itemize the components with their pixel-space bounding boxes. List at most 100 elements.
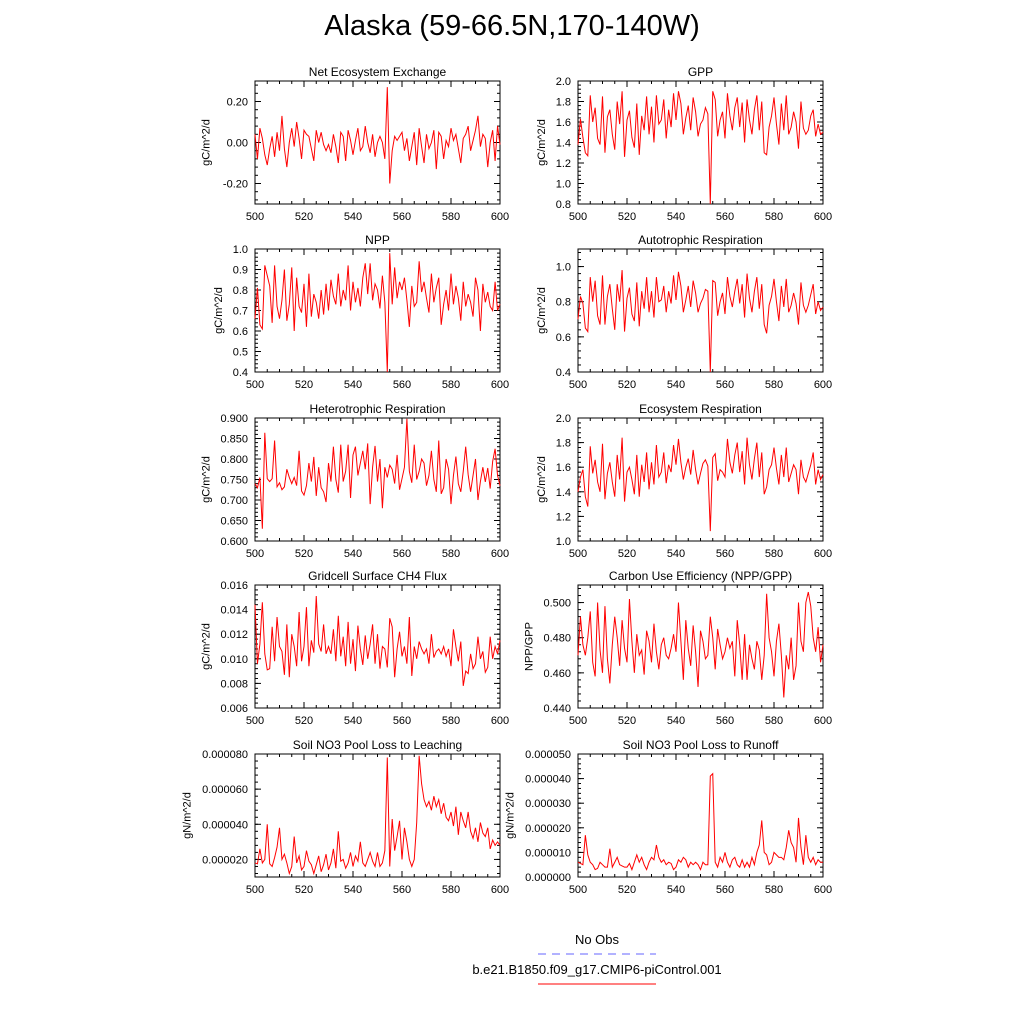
panel-title: Soil NO3 Pool Loss to Runoff — [623, 738, 780, 752]
x-tick-label: 580 — [765, 211, 783, 223]
y-axis-label: gC/m^2/d — [536, 287, 548, 334]
x-tick-label: 560 — [716, 548, 734, 560]
plot-frame — [577, 248, 824, 373]
x-tick-label: 500 — [569, 211, 587, 223]
panel-title: NPP — [365, 233, 390, 247]
y-axis-label: gC/m^2/d — [201, 456, 213, 503]
y-axis-label: gN/m^2/d — [182, 792, 194, 839]
x-tick-label: 520 — [295, 884, 313, 896]
x-tick-label: 500 — [246, 715, 264, 727]
y-tick-label: 1.4 — [556, 138, 571, 150]
x-tick-label: 600 — [814, 884, 832, 896]
y-tick-label: 0.650 — [220, 516, 248, 528]
x-tick-label: 580 — [442, 715, 460, 727]
x-tick-label: 600 — [491, 548, 509, 560]
panel-title: Gridcell Surface CH4 Flux — [308, 569, 447, 583]
y-tick-label: 1.0 — [556, 179, 571, 191]
chart-panel-10: Soil NO3 Pool Loss to Runoff 500 520 540 560… — [505, 738, 833, 896]
chart-panel-6: Ecosystem Respiration 500 520 540 560 580 600 1… — [536, 402, 832, 560]
y-tick-label: 0.4 — [556, 367, 571, 379]
x-tick-label: 560 — [716, 379, 734, 391]
x-tick-label: 520 — [618, 211, 636, 223]
plot-frame — [254, 753, 501, 878]
y-tick-label: 1.2 — [556, 158, 571, 170]
y-tick-label: 0.850 — [220, 434, 248, 446]
x-tick-label: 520 — [618, 548, 636, 560]
x-tick-label: 540 — [667, 715, 685, 727]
y-tick-label: 0.750 — [220, 475, 248, 487]
x-tick-label: 540 — [667, 884, 685, 896]
y-tick-label: 1.8 — [556, 438, 571, 450]
x-tick-label: 600 — [491, 379, 509, 391]
y-tick-label: 0.000080 — [202, 749, 248, 761]
x-tick-label: 500 — [246, 548, 264, 560]
series-line — [577, 91, 824, 205]
x-tick-label: 500 — [246, 884, 264, 896]
x-tick-label: 520 — [618, 715, 636, 727]
y-tick-label: 0.8 — [556, 199, 571, 211]
x-tick-label: 540 — [344, 548, 362, 560]
x-tick-label: 560 — [393, 548, 411, 560]
y-tick-label: 0.600 — [220, 536, 248, 548]
x-tick-label: 500 — [246, 211, 264, 223]
chart-panel-9: Soil NO3 Pool Loss to Leaching 500 520 540 5… — [182, 738, 510, 896]
x-tick-label: 520 — [295, 548, 313, 560]
chart-panel-2: GPP 500 520 540 560 580 600 0.8 1.0 1.2 1.4 1.6 1.8 2… — [536, 65, 832, 223]
x-tick-label: 600 — [814, 715, 832, 727]
y-tick-label: 1.4 — [556, 487, 571, 499]
x-tick-label: 500 — [569, 548, 587, 560]
y-tick-label: 0.6 — [233, 326, 248, 338]
y-tick-label: 2.0 — [556, 76, 571, 88]
x-tick-label: 600 — [814, 211, 832, 223]
x-tick-label: 540 — [344, 884, 362, 896]
y-tick-label: 0.016 — [220, 580, 248, 592]
x-tick-label: 600 — [491, 211, 509, 223]
plot-frame — [577, 584, 824, 709]
y-tick-label: 0.8 — [556, 297, 571, 309]
chart-panel-4: Autotrophic Respiration 500 520 540 560 580 60… — [536, 233, 832, 391]
y-tick-label: 0.800 — [220, 454, 248, 466]
panel-title: Autotrophic Respiration — [638, 233, 763, 247]
x-tick-label: 520 — [295, 715, 313, 727]
x-tick-label: 540 — [667, 379, 685, 391]
y-tick-label: 0.000020 — [202, 854, 248, 866]
y-tick-label: 0.000030 — [525, 798, 571, 810]
x-tick-label: 560 — [716, 715, 734, 727]
x-tick-label: 580 — [765, 548, 783, 560]
x-tick-label: 600 — [491, 715, 509, 727]
y-tick-label: 0.006 — [220, 703, 248, 715]
page-title: Alaska (59-66.5N,170-140W) — [324, 10, 700, 42]
y-tick-label: 0.000040 — [202, 819, 248, 831]
y-tick-label: 0.000000 — [525, 872, 571, 884]
y-tick-label: 0.7 — [233, 306, 248, 318]
x-tick-label: 540 — [667, 211, 685, 223]
plot-frame — [577, 417, 824, 542]
series-line — [577, 772, 823, 872]
panel-title: Ecosystem Respiration — [639, 402, 762, 416]
legend-case-line — [538, 983, 656, 985]
x-tick-label: 560 — [716, 211, 734, 223]
y-tick-label: -0.20 — [223, 179, 248, 191]
chart-panel-3: NPP 500 520 540 560 580 600 0.4 0.5 0.6 0.7 0.8 0.9 1… — [213, 233, 509, 391]
x-tick-label: 540 — [344, 211, 362, 223]
x-tick-label: 520 — [295, 211, 313, 223]
series-line — [577, 270, 824, 373]
y-tick-label: 0.000040 — [525, 774, 571, 786]
panel-title: Net Ecosystem Exchange — [309, 65, 447, 79]
x-tick-label: 580 — [442, 211, 460, 223]
y-tick-label: 0.4 — [233, 367, 248, 379]
series-line — [254, 253, 501, 373]
y-tick-label: 0.000060 — [202, 784, 248, 796]
y-tick-label: 0.5 — [233, 347, 248, 359]
y-tick-label: 0.000020 — [525, 823, 571, 835]
x-tick-label: 540 — [667, 548, 685, 560]
y-tick-label: 0.014 — [220, 605, 248, 617]
series-line — [254, 87, 501, 184]
y-tick-label: 0.500 — [543, 598, 571, 610]
y-tick-label: 0.000050 — [525, 749, 571, 761]
x-tick-label: 560 — [716, 884, 734, 896]
x-tick-label: 580 — [765, 884, 783, 896]
panel-title: GPP — [688, 65, 713, 79]
y-tick-label: 0.440 — [543, 703, 571, 715]
